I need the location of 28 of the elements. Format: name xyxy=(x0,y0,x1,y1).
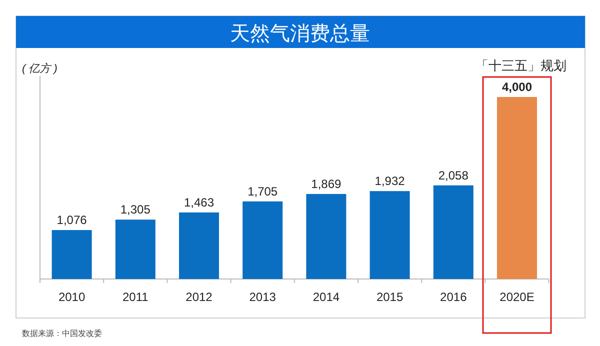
data-label: 1,076 xyxy=(56,213,88,228)
source-note: 数据来源：中国发改委 xyxy=(22,329,102,338)
bar xyxy=(179,212,219,279)
x-tick-label: 2012 xyxy=(186,290,213,304)
data-label: 1,932 xyxy=(374,174,406,188)
x-tick-label: 2013 xyxy=(249,290,276,304)
x-tick-label: 2014 xyxy=(312,290,340,304)
bar xyxy=(497,97,537,279)
bar xyxy=(370,191,410,279)
x-tick-label: 2011 xyxy=(122,290,149,304)
x-tick-label: 2015 xyxy=(376,290,404,304)
data-label: 1,305 xyxy=(120,202,151,217)
x-tick-label: 2010 xyxy=(58,290,86,304)
data-label: 1,705 xyxy=(248,184,278,198)
data-label: 1,869 xyxy=(311,176,342,191)
data-label: 1,463 xyxy=(184,195,214,210)
bar xyxy=(433,185,474,279)
annotation: 「十三五」规划 xyxy=(476,58,566,73)
y-axis-title: ( 亿方 ) xyxy=(22,62,58,75)
data-label: 2,058 xyxy=(438,168,469,182)
bar xyxy=(306,194,346,279)
bar xyxy=(242,201,283,279)
x-tick-label: 2016 xyxy=(440,290,468,304)
data-label: 4,000 xyxy=(502,80,532,94)
x-tick-label: 2020E xyxy=(500,290,534,304)
chart-title: 天然气消费总量 xyxy=(230,23,370,45)
bar xyxy=(52,230,92,279)
bar xyxy=(115,220,156,279)
